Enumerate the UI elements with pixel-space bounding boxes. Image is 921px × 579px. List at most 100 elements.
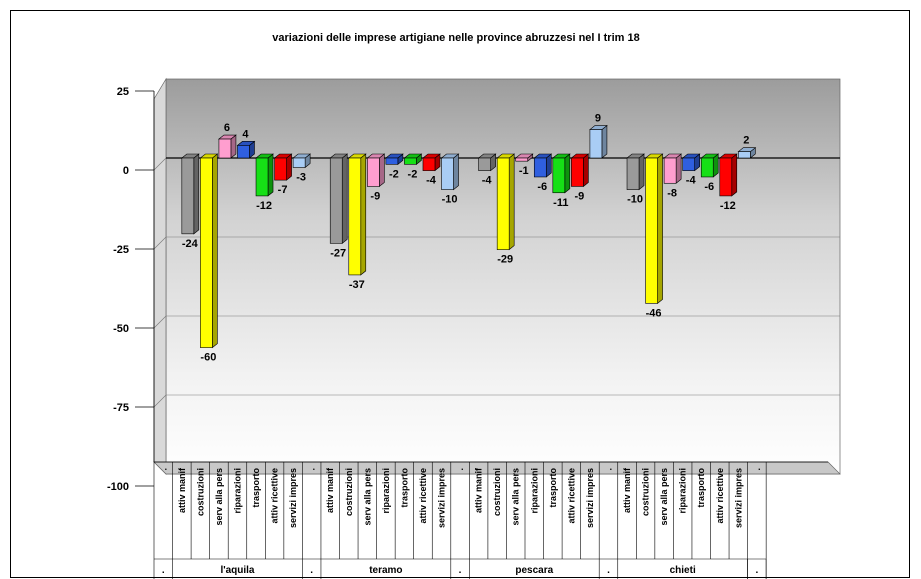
x-separator-label: . — [158, 468, 168, 471]
bar-side — [360, 153, 367, 276]
bar — [645, 157, 658, 304]
bar — [738, 151, 751, 159]
bar-value-label: -9 — [370, 190, 380, 202]
bar-side — [286, 153, 292, 181]
bar — [533, 157, 547, 178]
x-category-label: riparazioni — [232, 468, 242, 514]
bar-value-label: -10 — [627, 194, 643, 206]
bar-value-label: -3 — [296, 171, 306, 183]
bar-value-label: -27 — [330, 247, 346, 259]
bar — [571, 157, 584, 187]
bar-value-label: -11 — [553, 197, 568, 209]
bar-value-label: -4 — [686, 175, 697, 187]
bar — [255, 157, 269, 197]
bar — [348, 157, 362, 276]
x-category-label: trasporto — [251, 468, 261, 508]
bar-side — [508, 153, 515, 251]
bar-value-label: -2 — [389, 168, 399, 180]
bar-side — [341, 153, 348, 244]
bar-value-label: -4 — [426, 175, 437, 187]
bar-side — [212, 153, 218, 349]
gridline-side — [153, 394, 167, 408]
bar-value-label: -12 — [256, 200, 272, 212]
x-separator-label: . — [752, 468, 762, 471]
x-group-label: chieti — [670, 565, 696, 576]
bar-value-label: -12 — [720, 200, 736, 212]
gridline-side — [153, 236, 167, 250]
x-category-label: riparazioni — [381, 468, 391, 514]
x-separator-label: . — [307, 468, 317, 471]
bar-value-label: -10 — [442, 194, 458, 206]
bar-value-label: 9 — [595, 113, 601, 125]
x-separator-label: . — [455, 468, 465, 471]
bar-value-label: -6 — [704, 181, 714, 193]
bar-side — [638, 153, 645, 191]
bar-value-label: -8 — [667, 187, 677, 199]
x-group-label: teramo — [369, 565, 402, 576]
x-category-label: attiv manif — [177, 467, 187, 513]
x-category-label: servizi impres — [288, 468, 298, 528]
chart-title: variazioni delle imprese artigiane nelle… — [272, 32, 639, 44]
bar — [367, 157, 380, 187]
x-group-label: pescara — [515, 565, 553, 576]
y-tick-label: -100 — [107, 481, 129, 493]
bar — [552, 157, 566, 194]
x-category-label: servizi impres — [437, 468, 447, 528]
x-category-label: serv alla pers — [214, 468, 224, 526]
x-category-label: attiv manif — [474, 467, 484, 513]
bar-side — [267, 153, 274, 197]
gridline-side — [153, 157, 167, 171]
plot-side-wall — [153, 77, 167, 475]
x-separator-label: . — [755, 565, 758, 576]
x-separator-label: . — [162, 565, 165, 576]
bar-side — [379, 153, 385, 188]
x-category-label: attiv manif — [622, 467, 632, 513]
x-category-label: costruzioni — [195, 468, 205, 516]
x-separator-label: . — [310, 565, 313, 576]
x-category-label: riparazioni — [529, 468, 539, 514]
bar-side — [675, 153, 682, 184]
bar — [422, 157, 436, 171]
bar — [663, 157, 677, 184]
bar-side — [193, 153, 200, 235]
bar-value-label: -29 — [497, 254, 513, 266]
bar — [218, 138, 232, 159]
x-category-label: servizi impres — [733, 468, 743, 528]
plot-wall — [165, 78, 841, 475]
bar-value-label: -9 — [574, 190, 584, 202]
bar-value-label: -46 — [646, 307, 662, 319]
bar — [181, 157, 195, 235]
bar — [719, 157, 733, 197]
bar — [589, 129, 603, 159]
x-category-label: trasporto — [696, 468, 706, 508]
y-tick-label: -25 — [113, 244, 129, 256]
x-separator-label: . — [607, 565, 610, 576]
bar — [626, 157, 640, 190]
x-category-label: trasporto — [548, 468, 558, 508]
x-separator-label: . — [603, 468, 613, 471]
bar-side — [601, 124, 608, 159]
x-category-label: costruzioni — [344, 468, 354, 516]
x-category-label: serv alla pers — [511, 468, 521, 526]
bar-value-label: 4 — [242, 128, 249, 140]
y-tick-label: -50 — [113, 323, 129, 335]
x-category-label: trasporto — [399, 468, 409, 508]
bar — [496, 157, 510, 250]
bar-side — [583, 153, 589, 188]
bar — [237, 145, 250, 159]
bar-value-label: -7 — [278, 184, 288, 196]
bar-side — [564, 153, 571, 194]
bar-value-label: -60 — [200, 352, 216, 364]
bar — [329, 157, 343, 244]
x-category-label: serv alla pers — [659, 468, 669, 526]
bar — [515, 157, 529, 162]
bar-value-label: -24 — [182, 238, 199, 250]
x-category-label: riparazioni — [678, 468, 688, 514]
x-category-label: attiv manif — [325, 467, 335, 513]
bar-value-label: -6 — [537, 181, 547, 193]
chart-frame: variazioni delle imprese artigiane nelle… — [10, 10, 910, 579]
x-category-label: attiv ricettive — [715, 468, 725, 524]
x-category-label: costruzioni — [492, 468, 502, 516]
x-group-label: l'aquila — [220, 565, 254, 576]
bar — [404, 157, 417, 165]
